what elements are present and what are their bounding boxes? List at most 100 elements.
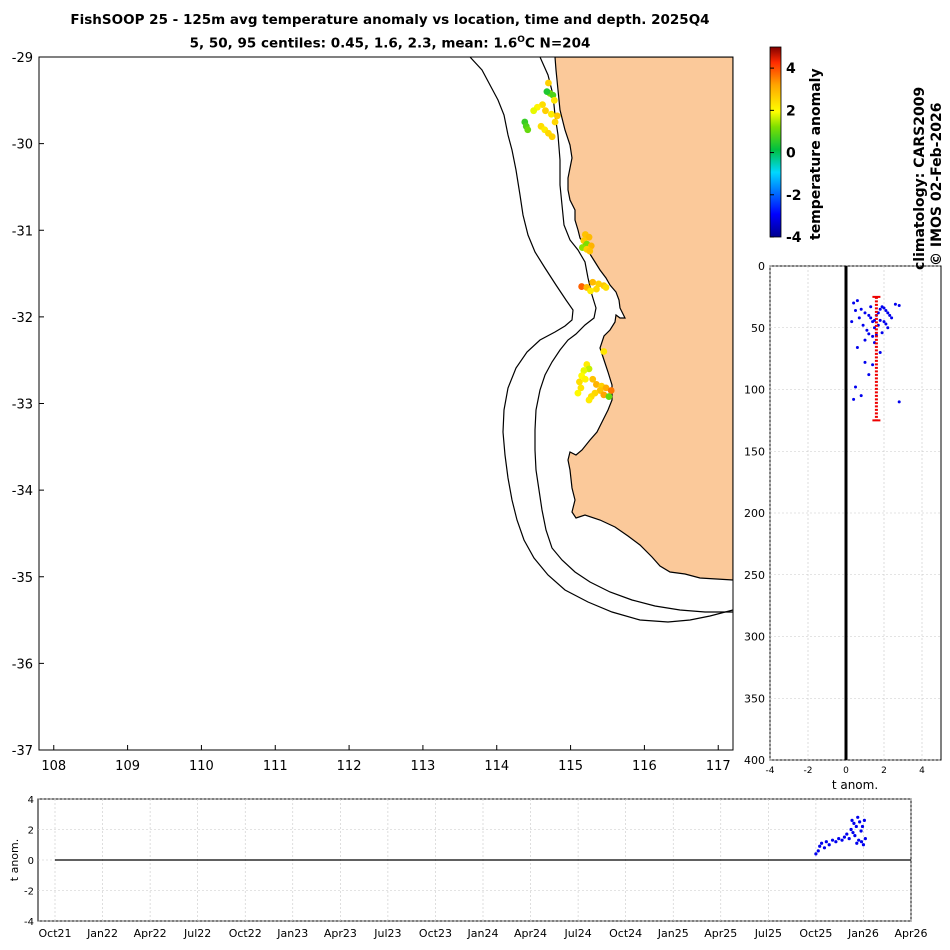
depth-point — [893, 302, 897, 306]
ts-x-tick-label: Apr23 — [324, 927, 357, 940]
map-point — [542, 107, 549, 115]
depth-errorbar — [872, 295, 881, 422]
depth-y-tick-label: 0 — [758, 260, 765, 273]
depth-point — [884, 322, 888, 326]
depth-point — [867, 373, 871, 377]
ts-point — [850, 818, 854, 822]
depth-x-tick-label: -2 — [804, 766, 813, 776]
title-line-2: 5, 50, 95 centiles: 0.45, 1.6, 2.3, mean… — [0, 35, 780, 52]
map-point — [600, 348, 608, 355]
ts-point — [834, 840, 838, 844]
ts-point — [830, 838, 835, 842]
map-point — [602, 284, 610, 291]
title-stats: 5, 50, 95 centiles: 0.45, 1.6, 2.3, mean… — [189, 35, 518, 52]
ts-point — [847, 837, 851, 841]
ts-point — [857, 838, 861, 842]
map-panel: 108 109 110 111 112 113 114 115 116 117 -29 -30 -31… — [12, 51, 734, 774]
map-y-tick-label: -30 — [12, 138, 33, 153]
depth-points — [850, 299, 901, 404]
map-y-tick-label: -37 — [12, 744, 33, 759]
map-point — [580, 367, 588, 374]
title-line-1: FishSOOP 25 - 125m avg temperature anoma… — [70, 12, 710, 28]
ts-point — [855, 841, 859, 845]
ts-point — [827, 843, 831, 847]
depth-point — [882, 306, 886, 310]
depth-point — [855, 299, 859, 303]
ts-x-tick-label: Jan26 — [847, 927, 879, 940]
ts-x-tick-label: Jul24 — [563, 927, 591, 940]
map-point — [607, 387, 615, 394]
ts-point — [860, 824, 865, 829]
depth-point — [863, 311, 867, 315]
depth-point — [857, 316, 861, 320]
ts-point — [851, 830, 855, 835]
ts-x-tick-label: Oct25 — [799, 927, 832, 940]
isobath-inner — [534, 57, 733, 613]
depth-y-tick-label: 250 — [744, 569, 765, 582]
ts-point — [862, 818, 866, 822]
ts-x-tick-label: Oct24 — [609, 927, 642, 940]
map-point — [545, 79, 552, 87]
depth-point — [884, 308, 888, 312]
depth-point — [871, 334, 875, 338]
colorbar: 4 2 0 -2 -4 — [769, 46, 802, 246]
map-point — [593, 381, 600, 388]
map-x-tick-label: 117 — [706, 759, 731, 774]
ts-y-tick-label: 0 — [28, 856, 34, 867]
colorbar-tick-label: -2 — [786, 188, 802, 204]
depth-point — [867, 332, 871, 336]
depth-point — [878, 307, 882, 311]
map-point — [577, 384, 585, 392]
depth-y-tick-label: 300 — [744, 631, 765, 644]
ts-x-tick-label: Apr24 — [514, 927, 547, 940]
depth-y-tick-label: 200 — [744, 507, 765, 520]
timeseries-axes: Oct21 Jan22 Apr22 Jul22 Oct22 Jan23 Apr23 Jul23… — [24, 795, 928, 940]
depth-x-tick-label: -4 — [766, 766, 775, 776]
map-points — [521, 79, 615, 404]
depth-point — [855, 346, 859, 350]
ts-point — [863, 837, 867, 841]
depth-point — [886, 311, 890, 315]
depth-point — [897, 400, 901, 404]
map-y-tick-label: -36 — [12, 657, 33, 672]
ts-point — [819, 841, 824, 845]
ts-x-tick-label: Jan24 — [467, 927, 499, 940]
ts-x-tick-label: Apr22 — [134, 927, 167, 940]
map-y-tick-label: -29 — [12, 51, 33, 66]
timeseries-y-label: t anom. — [8, 839, 21, 881]
ts-point — [859, 840, 864, 844]
map-y-tick-label: -34 — [12, 484, 33, 499]
ts-y-tick-label: -2 — [24, 887, 34, 898]
map-y-tick-label: -31 — [12, 224, 33, 239]
depth-point — [854, 385, 857, 389]
ts-point — [822, 846, 827, 850]
isobath-outer — [469, 57, 733, 623]
depth-y-tick-label: 400 — [744, 754, 765, 767]
depth-point — [859, 307, 863, 311]
map-point — [593, 285, 600, 293]
ts-point — [858, 820, 862, 824]
ts-point — [856, 815, 860, 819]
map-point — [530, 107, 538, 115]
ts-x-tick-label: Jul22 — [183, 927, 211, 940]
ts-x-tick-label: Apr26 — [894, 927, 927, 940]
depth-y-tick-label: 100 — [744, 384, 765, 397]
depth-point — [869, 305, 873, 309]
depth-point — [882, 320, 886, 324]
colorbar-tick-label: 0 — [786, 146, 796, 162]
ts-point — [824, 840, 828, 844]
map-point — [602, 384, 610, 392]
depth-x-tick-label: 0 — [843, 766, 849, 776]
map-point — [553, 112, 561, 120]
ts-x-tick-label: Jan23 — [276, 927, 308, 940]
ts-point — [840, 838, 844, 842]
colorbar-gradient — [769, 46, 782, 238]
ts-x-tick-label: Jul23 — [373, 927, 401, 940]
colorbar-label: temperature anomaly — [808, 68, 824, 240]
ts-y-tick-label: 4 — [28, 795, 34, 806]
map-point — [605, 393, 613, 400]
ts-y-tick-label: 2 — [28, 826, 34, 837]
ts-x-tick-label: Apr25 — [704, 927, 737, 940]
map-point — [585, 233, 593, 241]
ts-x-tick-label: Oct21 — [38, 927, 71, 940]
